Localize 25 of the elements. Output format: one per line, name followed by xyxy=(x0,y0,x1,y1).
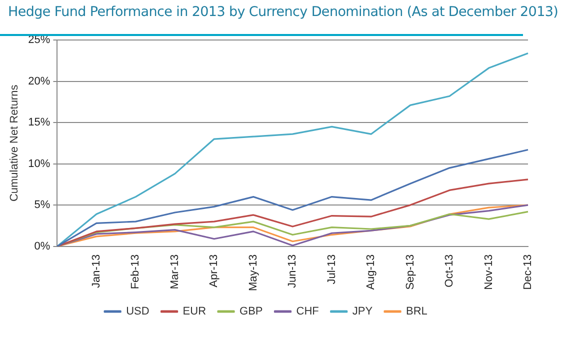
legend-label: JPY xyxy=(352,306,374,318)
y-tick-label: 0% xyxy=(34,240,50,252)
x-tick-label: Nov-13 xyxy=(482,254,495,290)
y-tick-label: 20% xyxy=(28,75,50,88)
x-tick-label: Jul-13 xyxy=(326,254,338,284)
y-axis-title: Cumulative Net Returns xyxy=(8,84,21,202)
x-tick-label: Jan-13 xyxy=(90,254,102,288)
x-tick-label: Sep-13 xyxy=(404,254,416,290)
legend-label: EUR xyxy=(182,306,206,318)
y-tick-label: 5% xyxy=(34,199,50,212)
legend-label: USD xyxy=(126,306,150,318)
x-tick-label: Mar-13 xyxy=(168,254,181,290)
x-tick-label: Jun-13 xyxy=(286,254,299,288)
y-tick-label: 10% xyxy=(28,158,50,170)
x-tick-label: Oct-13 xyxy=(444,254,456,288)
x-tick-label: May-13 xyxy=(247,254,260,292)
legend-label: BRL xyxy=(406,306,428,318)
x-tick-label: Dec-13 xyxy=(522,254,534,290)
legend-label: GBP xyxy=(240,306,263,318)
x-tick-label: Apr-13 xyxy=(208,254,220,288)
x-tick-label: Feb-13 xyxy=(130,254,142,290)
y-tick-label: 15% xyxy=(28,116,50,129)
x-tick-label: Aug-13 xyxy=(365,254,378,290)
chart-title: Hedge Fund Performance in 2013 by Currency Denomination (As at December 2013) xyxy=(8,4,558,20)
legend-label: CHF xyxy=(296,306,320,318)
